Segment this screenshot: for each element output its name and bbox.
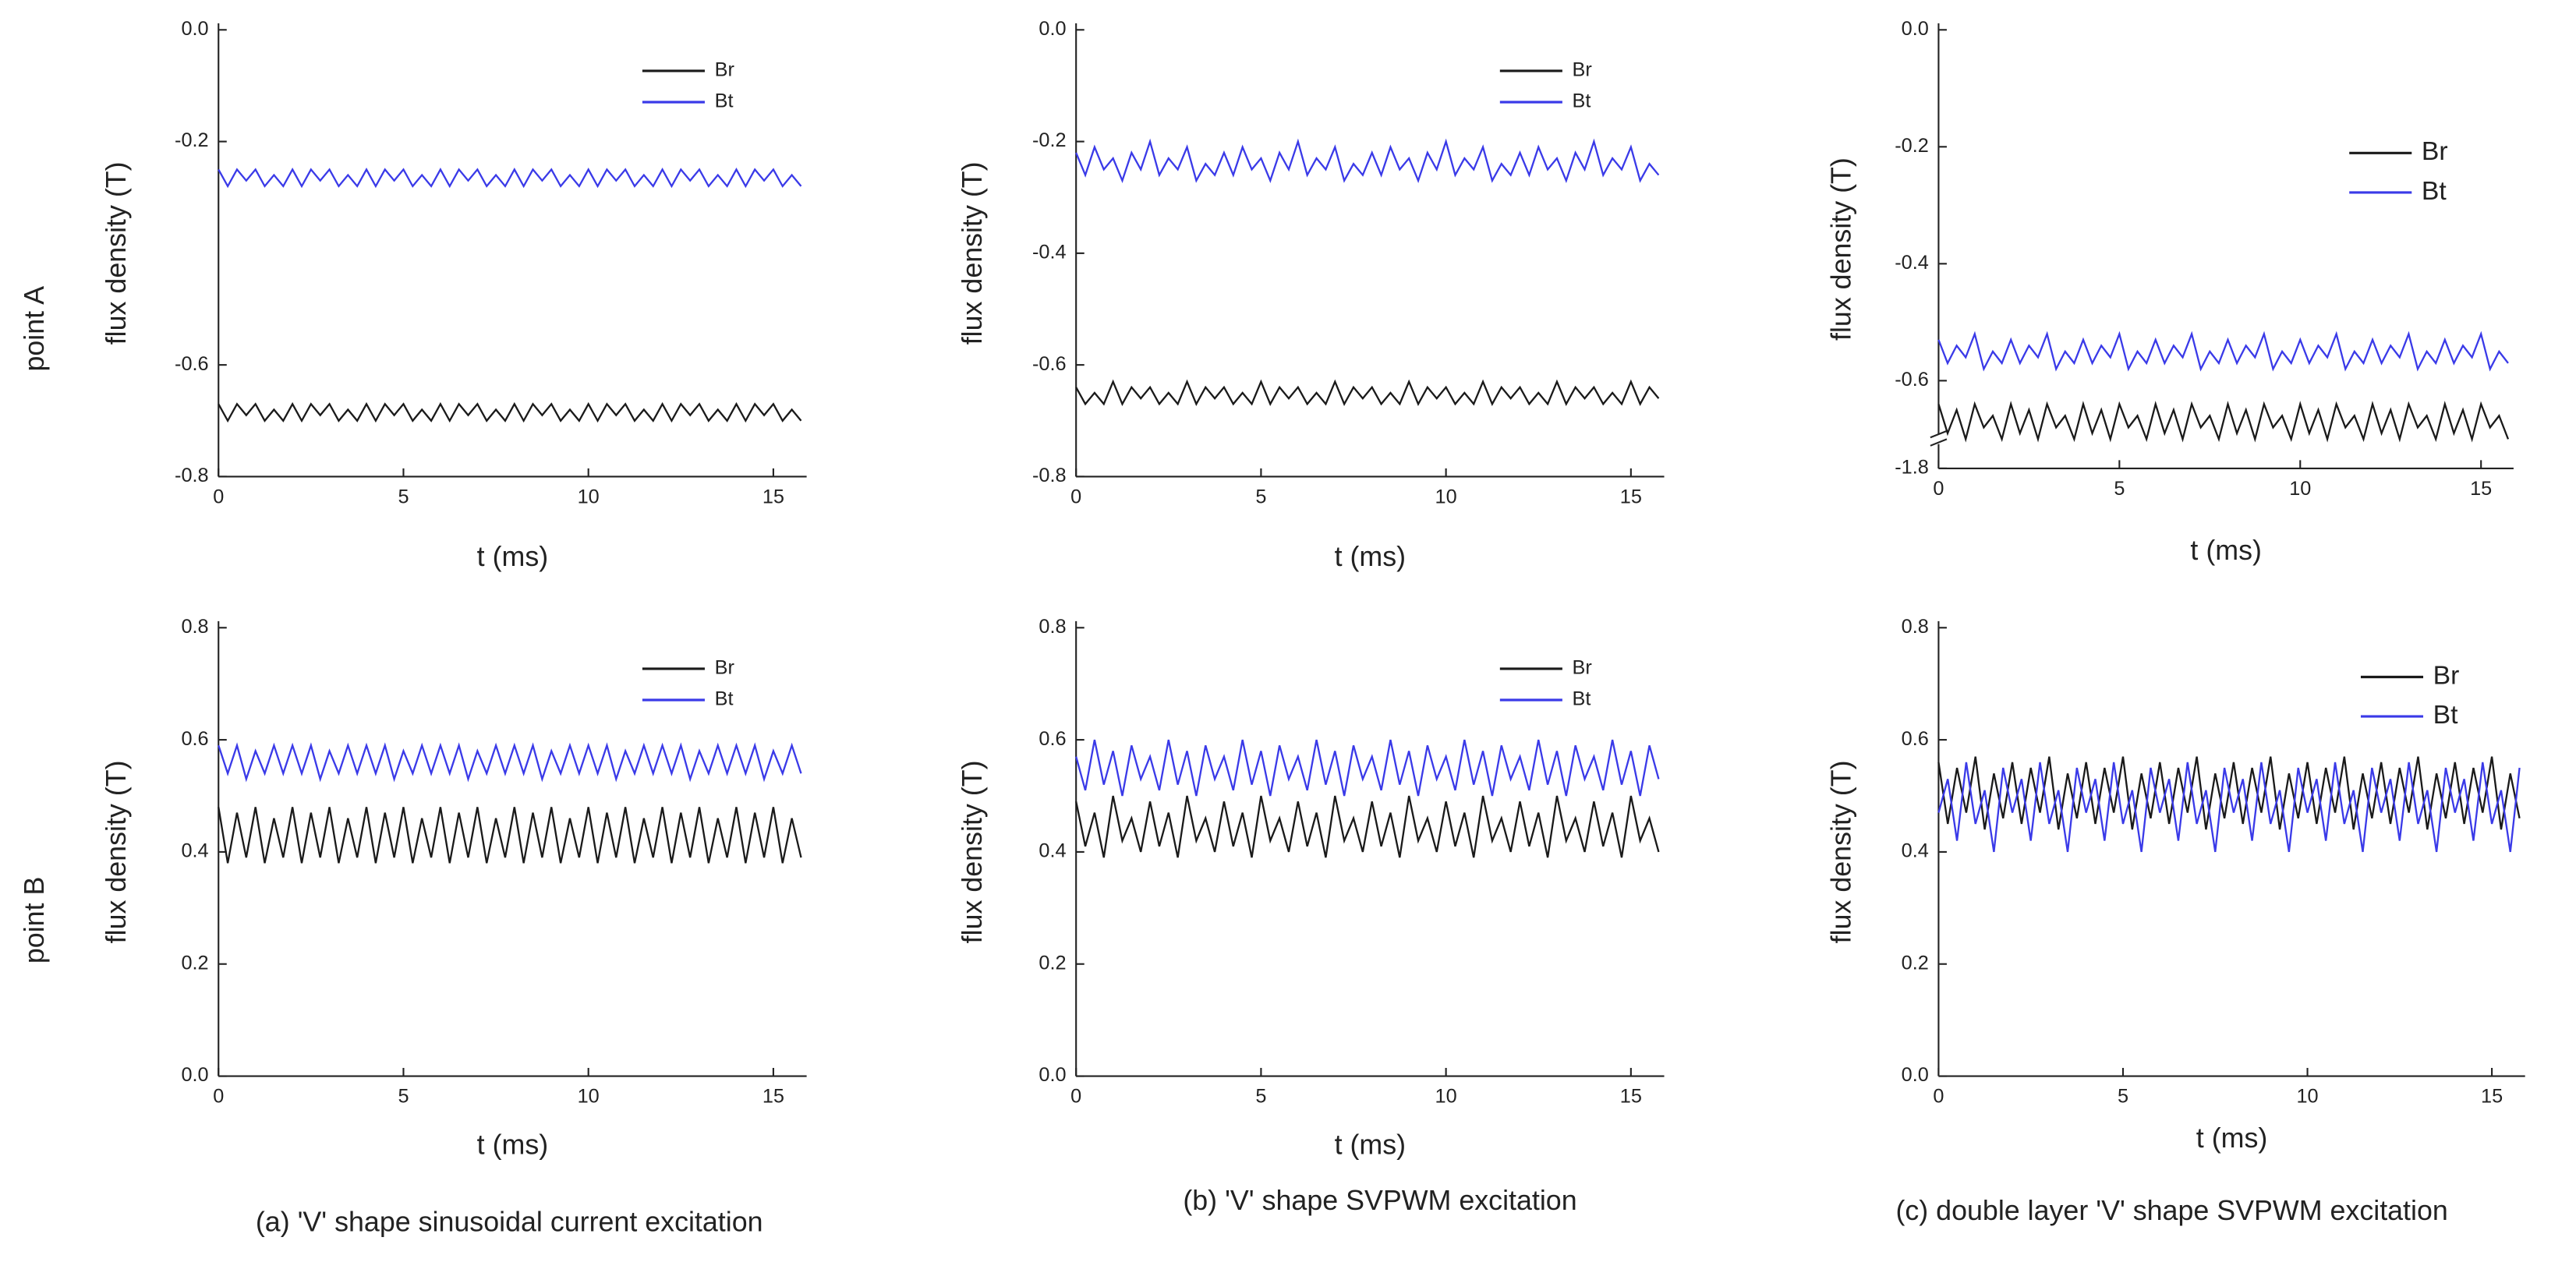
caption: (b) 'V' shape SVPWM excitation	[1183, 1185, 1576, 1216]
y-tick-label: 0.2	[181, 952, 208, 974]
x-axis-label: t (ms)	[477, 1129, 549, 1161]
x-tick-label: 0	[1933, 1086, 1944, 1108]
row-label: point A	[19, 286, 50, 372]
series-line	[1075, 795, 1660, 858]
axis-break	[1930, 438, 1948, 447]
x-tick-label: 15	[1620, 486, 1642, 507]
y-tick-label: 0.8	[1039, 616, 1066, 638]
row-label: point B	[19, 877, 50, 964]
y-tick-label: -0.6	[175, 353, 209, 375]
axis-break	[1930, 430, 1948, 439]
y-tick-label: 0.6	[1902, 728, 1929, 750]
y-tick-label: -0.6	[1895, 369, 1929, 391]
y-tick-label: -0.2	[1032, 129, 1067, 151]
y-tick-label: 0.4	[181, 840, 208, 862]
legend-label: Bt	[715, 90, 734, 112]
x-tick-label: 10	[2289, 478, 2311, 500]
x-tick-label: 5	[2118, 1086, 2128, 1108]
legend-label: Br	[715, 59, 734, 81]
y-tick-label: 0.4	[1902, 840, 1929, 862]
y-tick-label: -0.4	[1032, 242, 1067, 263]
caption: (a) 'V' shape sinusoidal current excitat…	[256, 1207, 763, 1238]
x-tick-label: 10	[1435, 1086, 1457, 1108]
y-tick-label: 0.0	[1039, 18, 1066, 40]
x-tick-label: 0	[1933, 478, 1944, 500]
y-tick-label: -0.4	[1895, 252, 1929, 274]
x-axis-label: t (ms)	[1335, 541, 1407, 572]
x-tick-label: 15	[763, 1086, 784, 1108]
y-tick-label: -0.8	[175, 465, 209, 486]
legend-label: Br	[715, 657, 734, 679]
x-tick-label: 10	[578, 486, 600, 507]
series-line	[1075, 739, 1660, 797]
x-tick-label: 0	[1070, 486, 1081, 507]
x-tick-label: 15	[2481, 1086, 2503, 1108]
y-tick-label: 0.6	[181, 728, 208, 750]
y-tick-label: 0.0	[1039, 1064, 1066, 1086]
x-axis-label: t (ms)	[1335, 1129, 1407, 1161]
y-axis-label: flux density (T)	[101, 161, 132, 345]
y-tick-label: 0.8	[181, 616, 208, 638]
legend-label: Bt	[1573, 688, 1591, 710]
y-tick-label: 0.0	[181, 1064, 208, 1086]
legend-label: Br	[1573, 657, 1592, 679]
series-line	[1937, 331, 2509, 372]
series-line	[218, 167, 802, 189]
series-line	[1075, 379, 1660, 406]
x-tick-label: 15	[763, 486, 784, 507]
x-tick-label: 15	[2470, 478, 2492, 500]
series-line	[1937, 401, 2510, 443]
y-tick-label: 0.0	[1902, 1064, 1929, 1086]
y-tick-label: 0.4	[1039, 840, 1066, 862]
x-tick-label: 5	[1255, 1086, 1266, 1108]
y-axis-label: flux density (T)	[1826, 760, 1857, 943]
y-tick-label: 0.0	[181, 18, 208, 40]
x-tick-label: 0	[213, 486, 224, 507]
y-tick-label: -0.2	[1895, 135, 1929, 157]
x-tick-label: 0	[1070, 1086, 1081, 1108]
x-tick-label: 10	[1435, 486, 1457, 507]
y-tick-label: 0.8	[1902, 616, 1929, 638]
x-tick-label: 10	[2296, 1086, 2318, 1108]
legend-label: Bt	[2422, 176, 2447, 206]
legend-label: Br	[1573, 59, 1592, 81]
y-tick-label: -1.8	[1895, 457, 1929, 479]
y-tick-label: -0.8	[1032, 465, 1067, 486]
y-tick-label: 0.0	[1902, 18, 1929, 40]
series-line	[1937, 762, 2521, 853]
x-tick-label: 5	[398, 486, 409, 507]
series-line	[218, 807, 802, 864]
x-tick-label: 5	[2114, 478, 2125, 500]
y-tick-label: 0.2	[1902, 952, 1929, 974]
legend-label: Bt	[715, 688, 734, 710]
x-tick-label: 5	[1255, 486, 1266, 507]
x-tick-label: 10	[578, 1086, 600, 1108]
legend-label: Bt	[1573, 90, 1591, 112]
y-axis-label: flux density (T)	[1826, 157, 1857, 341]
legend-label: Br	[2422, 136, 2448, 166]
y-tick-label: 0.6	[1039, 728, 1066, 750]
y-axis-label: flux density (T)	[957, 161, 988, 345]
legend-label: Bt	[2433, 700, 2458, 730]
series-line	[218, 401, 802, 423]
series-line	[218, 742, 802, 783]
y-axis-label: flux density (T)	[957, 760, 988, 943]
caption: (c) double layer 'V' shape SVPWM excitat…	[1895, 1195, 2447, 1226]
series-line	[1075, 138, 1660, 184]
y-tick-label: 0.2	[1039, 952, 1066, 974]
x-tick-label: 5	[398, 1086, 409, 1108]
x-axis-label: t (ms)	[477, 541, 549, 572]
y-tick-label: -0.6	[1032, 353, 1067, 375]
y-tick-label: -0.2	[175, 129, 209, 151]
x-axis-label: t (ms)	[2190, 535, 2262, 566]
legend-label: Br	[2433, 660, 2460, 690]
y-axis-label: flux density (T)	[101, 760, 132, 943]
x-axis-label: t (ms)	[2196, 1122, 2268, 1154]
x-tick-label: 15	[1620, 1086, 1642, 1108]
x-tick-label: 0	[213, 1086, 224, 1108]
